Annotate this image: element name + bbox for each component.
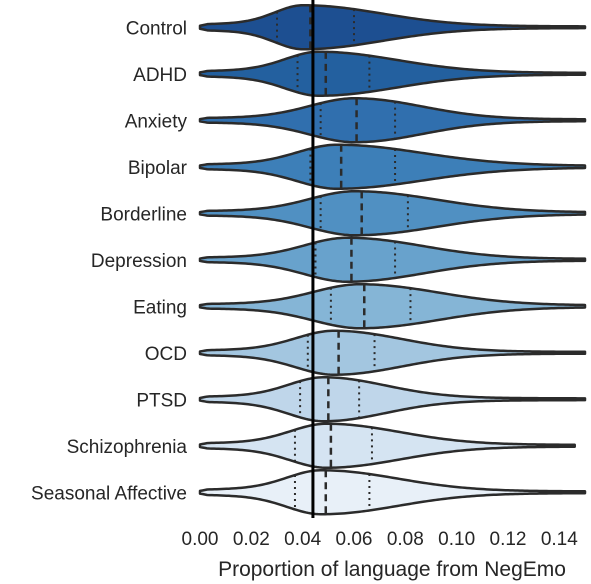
violin-depression: [198, 236, 587, 283]
x-tick-label: 0.04: [284, 529, 321, 550]
violin-control: [198, 4, 587, 51]
violin-body: [198, 469, 587, 516]
x-tick-label: 0.08: [387, 529, 424, 550]
violin-schizophrenia: [198, 422, 576, 469]
category-label: Depression: [91, 251, 187, 272]
category-label: Eating: [133, 297, 187, 318]
category-label: Bipolar: [128, 158, 188, 179]
x-tick-label: 0.00: [182, 529, 219, 550]
category-label: PTSD: [136, 390, 187, 411]
violin-seasonal-affective: [198, 469, 587, 516]
violin-ocd: [198, 329, 587, 376]
x-tick-label: 0.06: [336, 529, 373, 550]
x-tick-label: 0.10: [438, 529, 475, 550]
category-label: OCD: [145, 344, 187, 365]
violin-body: [198, 283, 587, 330]
category-labels: Control ADHD Anxiety Bipolar Borderline Depre…: [31, 18, 188, 504]
violin-ptsd: [198, 376, 587, 423]
category-label: ADHD: [133, 65, 187, 86]
violin-anxiety: [198, 97, 587, 144]
violin-body: [198, 190, 587, 237]
violin-body: [198, 422, 576, 469]
category-label: Seasonal Affective: [31, 483, 187, 504]
category-label: Anxiety: [125, 111, 188, 132]
category-label: Schizophrenia: [67, 437, 188, 458]
category-label: Control: [126, 18, 187, 39]
violin-body: [198, 143, 587, 190]
violin-body: [198, 97, 587, 144]
violin-body: [198, 236, 587, 283]
violin-body: [198, 50, 587, 97]
violin-bipolar: [198, 143, 587, 190]
violin-eating: [198, 283, 587, 330]
violin-body: [198, 329, 587, 376]
x-tick-labels: 0.00 0.02 0.04 0.06 0.08 0.10 0.12 0.14: [182, 529, 579, 550]
violin-borderline: [198, 190, 587, 237]
x-axis-label: Proportion of language from NegEmo: [218, 558, 566, 581]
x-tick-label: 0.12: [490, 529, 527, 550]
violin-body: [198, 4, 587, 51]
violins: [198, 4, 587, 516]
x-tick-label: 0.02: [233, 529, 270, 550]
x-tick-label: 0.14: [541, 529, 578, 550]
violin-adhd: [198, 50, 587, 97]
category-label: Borderline: [100, 204, 187, 225]
